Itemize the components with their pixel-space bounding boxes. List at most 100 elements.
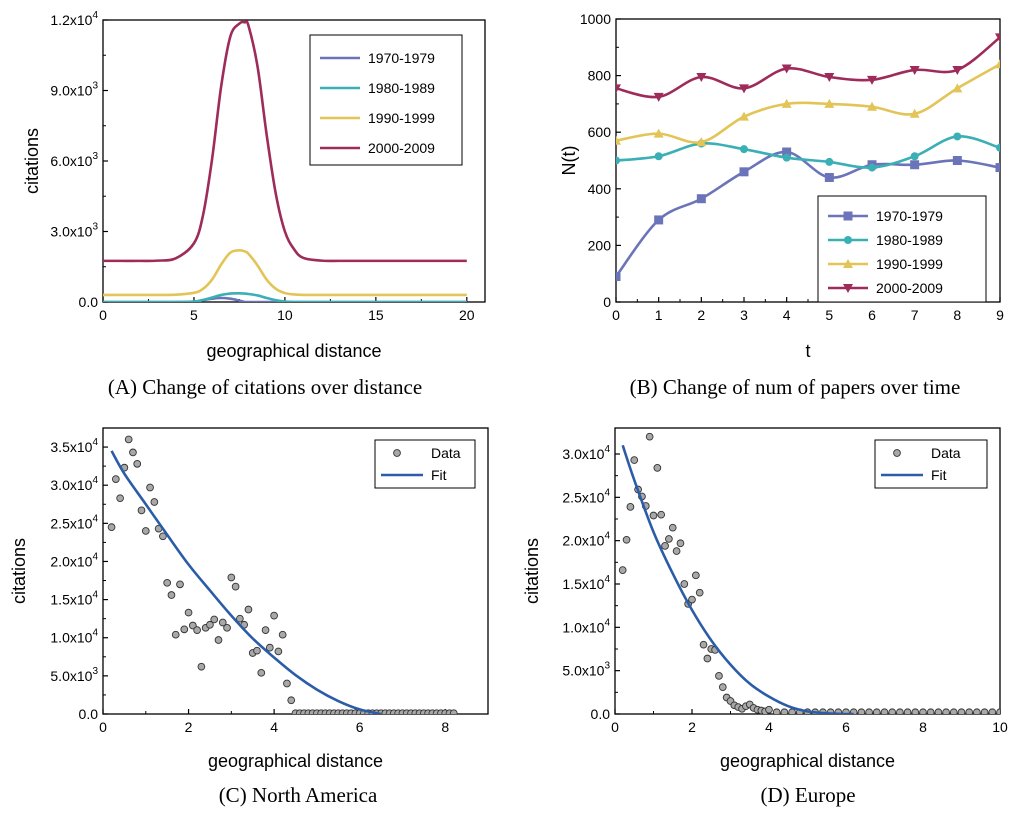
y-tick-label: 1.0x104 bbox=[50, 628, 98, 646]
data-point bbox=[880, 708, 889, 714]
data-point bbox=[782, 153, 791, 162]
data-point bbox=[739, 167, 749, 177]
data-point bbox=[857, 708, 866, 714]
data-point bbox=[903, 708, 912, 714]
x-axis-label: t bbox=[805, 341, 810, 361]
x-tick-label: 9 bbox=[996, 307, 1004, 323]
legend-marker bbox=[843, 284, 853, 293]
data-point bbox=[150, 498, 159, 506]
y-axis-label: citations bbox=[22, 128, 42, 194]
data-point bbox=[957, 708, 966, 714]
x-tick-label: 10 bbox=[992, 719, 1008, 735]
legend-box bbox=[874, 439, 988, 489]
data-point bbox=[740, 145, 748, 154]
legend-label: 1990-1999 bbox=[368, 110, 435, 126]
series-line-1980-1989 bbox=[103, 292, 467, 302]
y-tick-label: 3.0x103 bbox=[50, 222, 98, 240]
data-point bbox=[703, 654, 712, 663]
x-tick-label: 7 bbox=[911, 307, 919, 323]
data-point bbox=[952, 83, 963, 93]
legend-label: 2000-2009 bbox=[876, 280, 943, 296]
data-point bbox=[952, 156, 962, 165]
data-point bbox=[824, 98, 835, 108]
data-point bbox=[781, 98, 792, 108]
data-point bbox=[270, 611, 278, 620]
data-point bbox=[618, 566, 627, 574]
data-point bbox=[949, 708, 958, 714]
data-point bbox=[449, 709, 458, 714]
data-point bbox=[146, 483, 154, 492]
data-point bbox=[934, 708, 943, 714]
legend-label: 1970-1979 bbox=[876, 208, 943, 224]
data-point bbox=[980, 708, 989, 714]
data-point bbox=[129, 448, 137, 457]
x-tick-label: 4 bbox=[783, 307, 791, 323]
legend-label: Fit bbox=[431, 467, 447, 483]
data-point bbox=[257, 668, 266, 677]
legend-label: Data bbox=[431, 445, 461, 461]
data-point bbox=[244, 605, 253, 614]
data-point bbox=[718, 683, 727, 691]
data-point bbox=[133, 459, 142, 468]
data-point bbox=[167, 591, 176, 599]
y-tick-label: 200 bbox=[588, 237, 612, 253]
data-point bbox=[653, 128, 664, 138]
series-line-2000-2009 bbox=[103, 20, 467, 263]
data-point bbox=[696, 194, 706, 204]
panel-caption: (D) Europe bbox=[760, 783, 855, 807]
y-tick-label: 0 bbox=[603, 294, 611, 310]
data-point bbox=[287, 696, 296, 705]
legend-label: 1980-1989 bbox=[368, 80, 435, 96]
panel-caption: (C) North America bbox=[219, 783, 378, 807]
data-point bbox=[825, 157, 834, 166]
y-tick-label: 1.2x104 bbox=[50, 10, 98, 28]
data-point bbox=[171, 630, 180, 639]
panel-b: 0 1 2 3 4 5 6 7 8 9 0 200 400 600 800 1000 t N(t) (B) Chan… bbox=[559, 11, 1004, 399]
data-point bbox=[657, 510, 666, 519]
data-point bbox=[688, 595, 696, 604]
y-tick-label: 6.0x103 bbox=[50, 151, 98, 169]
data-point bbox=[953, 132, 962, 141]
data-point bbox=[193, 626, 201, 634]
legend-box bbox=[374, 439, 476, 489]
data-point bbox=[184, 608, 193, 617]
x-tick-label: 1 bbox=[655, 307, 663, 323]
data-point bbox=[919, 708, 927, 714]
data-point bbox=[653, 92, 664, 102]
data-point bbox=[824, 172, 834, 182]
data-point bbox=[973, 708, 981, 714]
data-point bbox=[236, 614, 244, 623]
data-point bbox=[781, 64, 792, 74]
x-tick-label: 5 bbox=[825, 307, 833, 323]
x-tick-label: 2 bbox=[697, 307, 705, 323]
y-tick-label: 3.0x104 bbox=[50, 475, 98, 493]
data-point bbox=[739, 111, 749, 121]
x-tick-label: 0 bbox=[612, 307, 620, 323]
data-point bbox=[952, 65, 963, 75]
x-tick-label: 0 bbox=[611, 719, 619, 735]
data-point bbox=[137, 506, 146, 515]
data-point bbox=[867, 101, 877, 111]
x-tick-label: 10 bbox=[277, 307, 293, 323]
panel-a: 0 5 10 15 20 0.0 3.0x103 6.0x103 9.0x103 1.2x104 g… bbox=[22, 10, 486, 399]
data-point bbox=[622, 535, 631, 544]
data-point bbox=[616, 156, 620, 165]
series-line-1990-1999 bbox=[103, 248, 467, 297]
y-tick-label: 600 bbox=[588, 124, 612, 140]
data-point bbox=[824, 73, 835, 83]
plot-area bbox=[616, 33, 1000, 282]
data-point bbox=[141, 527, 150, 535]
panel-d: 0 2 4 6 8 10 0.0 5.0x103 1.0x104 1.5x104 2.0x104 2.… bbox=[522, 427, 1008, 807]
y-tick-label: 2.5x104 bbox=[562, 487, 610, 505]
y-tick-label: 9.0x103 bbox=[50, 81, 98, 99]
x-axis-label: geographical distance bbox=[720, 751, 895, 771]
data-point bbox=[210, 615, 219, 624]
data-point bbox=[265, 643, 274, 652]
data-point bbox=[197, 662, 206, 671]
series-line-1990-1999 bbox=[616, 63, 1000, 144]
y-axis-label: citations bbox=[9, 538, 29, 604]
data-point bbox=[676, 539, 685, 548]
data-point bbox=[765, 705, 773, 714]
x-tick-label: 4 bbox=[765, 719, 773, 735]
